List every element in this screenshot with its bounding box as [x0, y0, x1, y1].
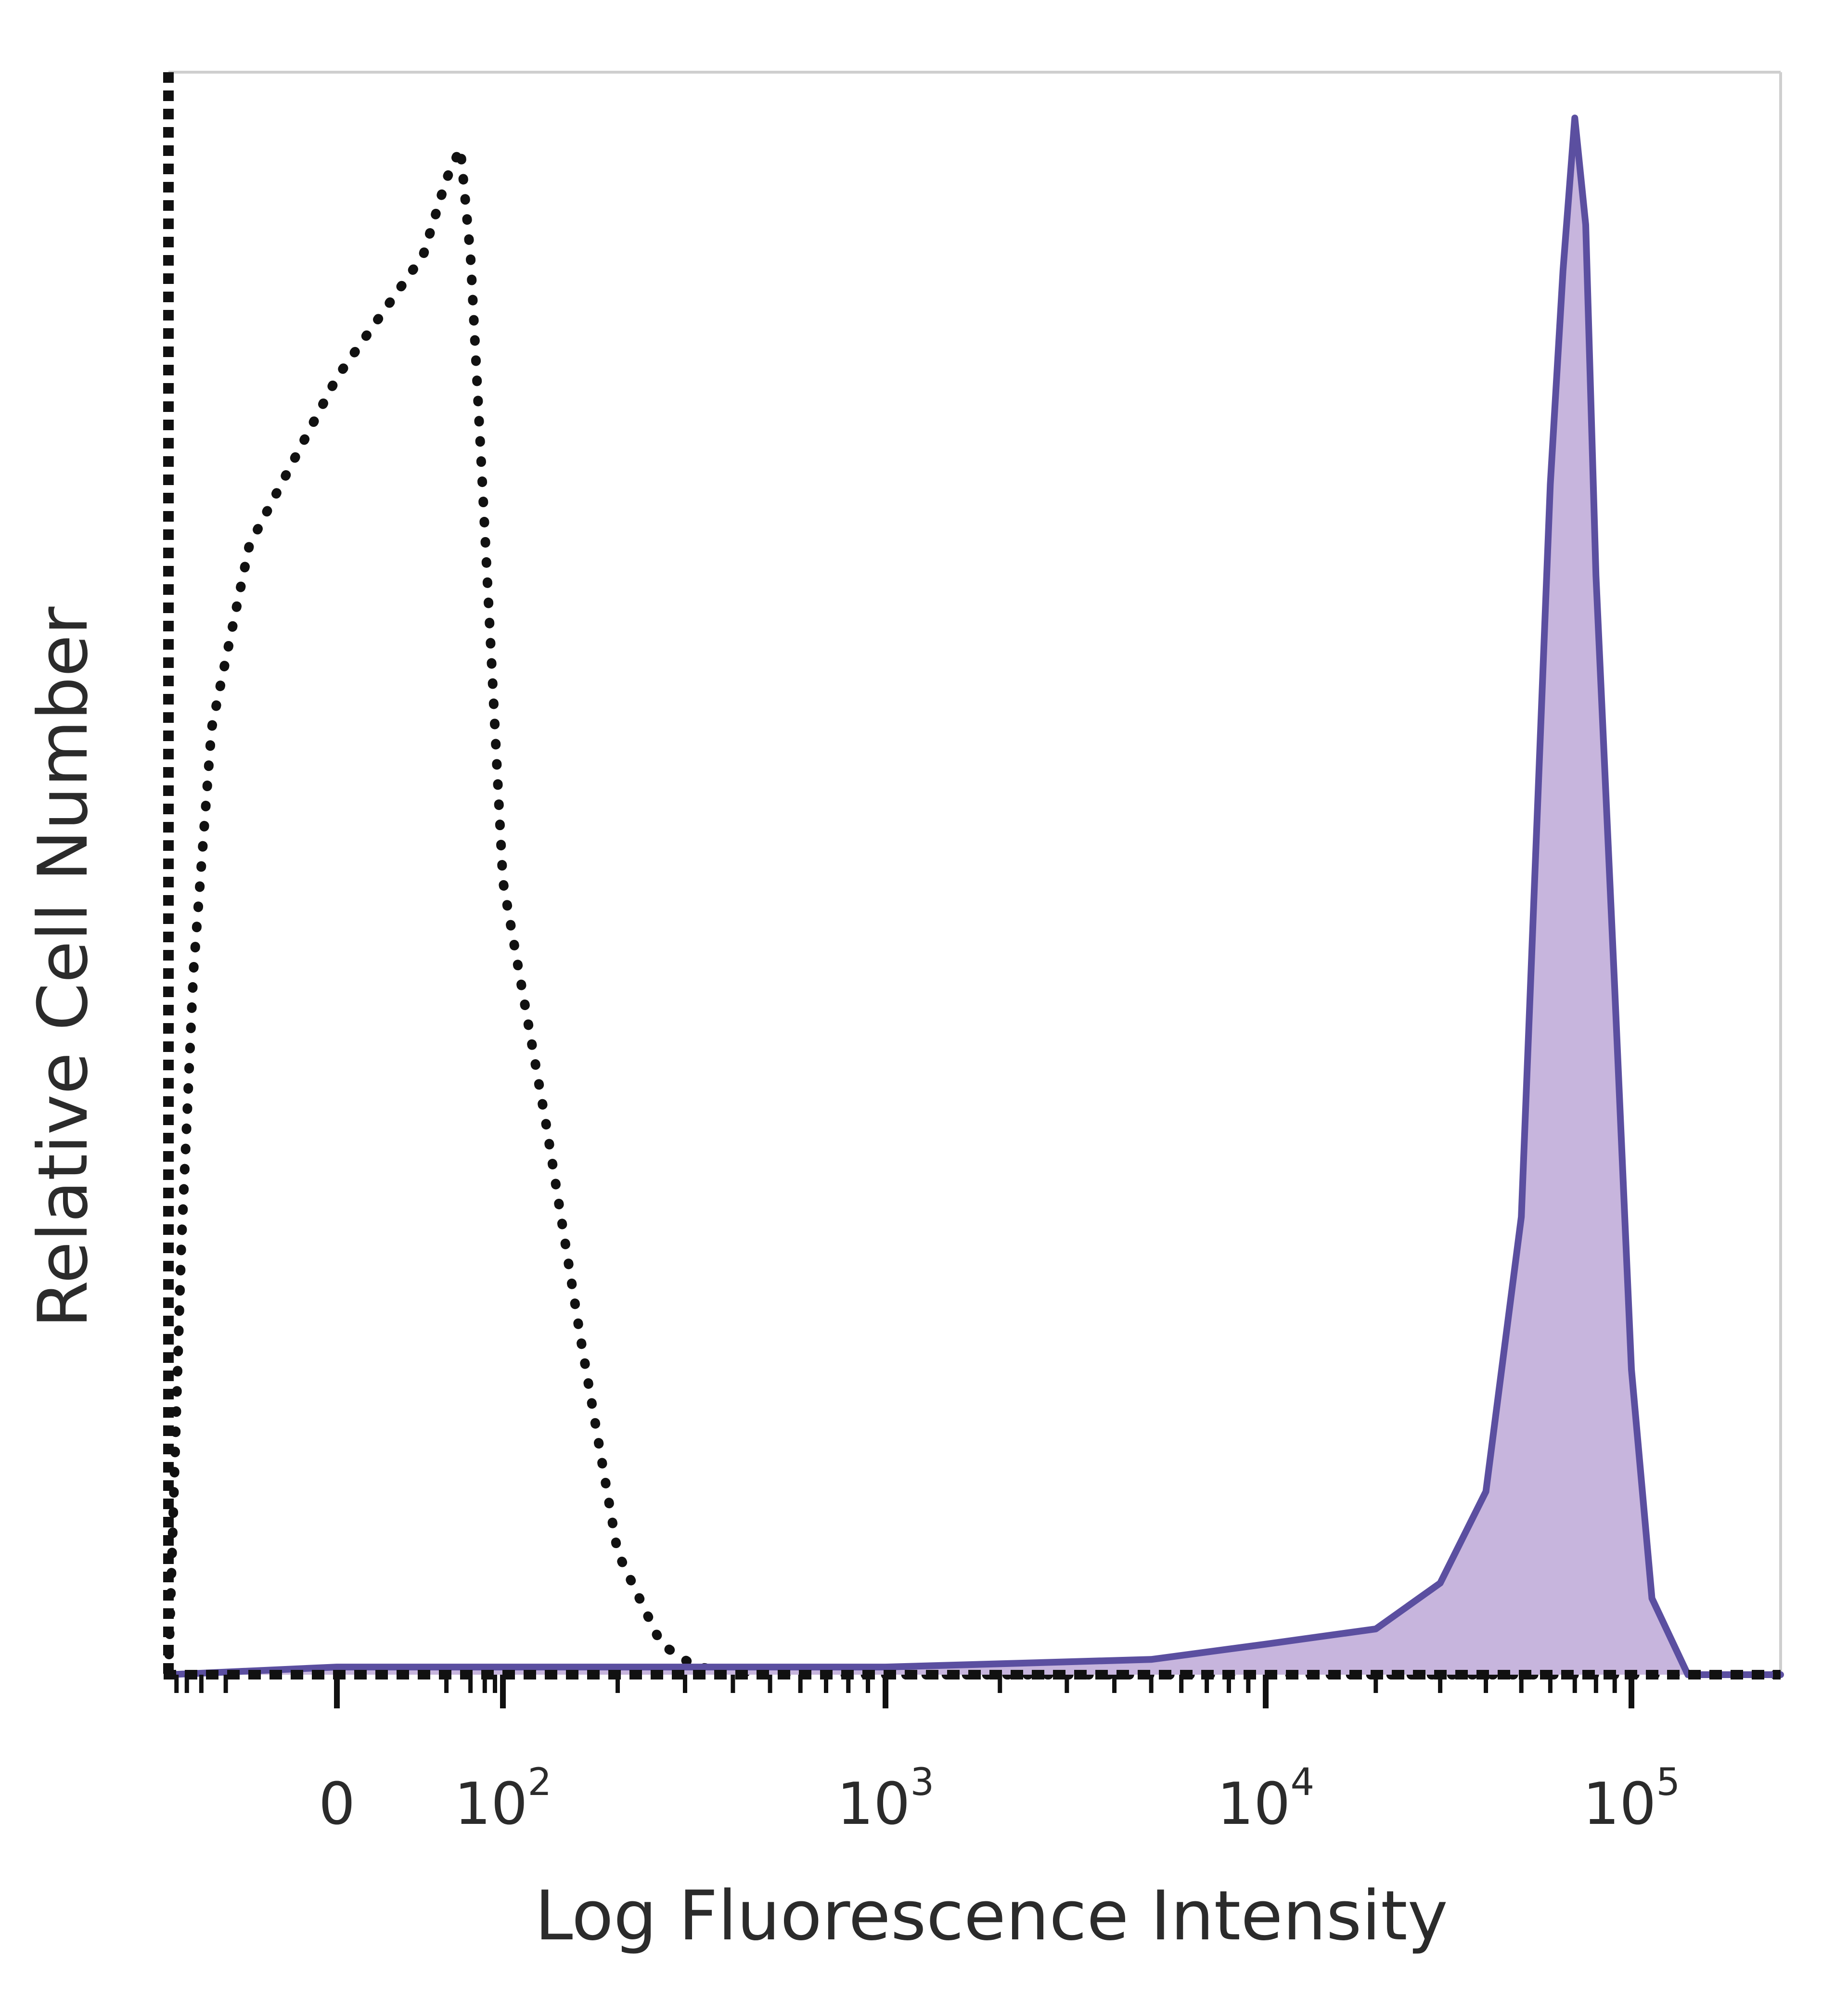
- y-axis-title: Relative Cell Number: [24, 606, 103, 1328]
- axes-layer: [163, 72, 1781, 1679]
- x-tick-label-1: 0: [319, 1771, 355, 1838]
- x-tick-label-3: 103: [837, 1761, 934, 1838]
- x-ticks: [174, 1675, 1634, 1708]
- x-tick-label-4: 104: [1217, 1761, 1314, 1838]
- x-tick-label-5: 105: [1583, 1761, 1680, 1838]
- x-tick-label-2: 102: [454, 1761, 552, 1838]
- x-tick-labels: 0 102 103 104 105: [319, 1761, 1680, 1838]
- series-2-line: [165, 115, 1784, 1678]
- x-axis-title: Log Fluorescence Intensity: [535, 1876, 1448, 1956]
- plot-frame: [168, 71, 1782, 1675]
- series-2-fill: [168, 118, 1781, 1675]
